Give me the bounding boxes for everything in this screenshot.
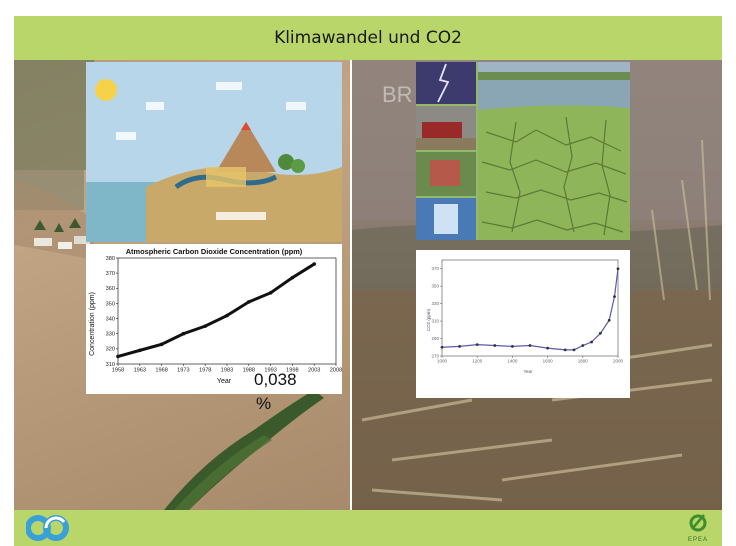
y-tick-label: 380 — [106, 256, 115, 262]
sun-icon — [95, 79, 117, 101]
weather-collage — [416, 62, 630, 240]
x-tick-label: 1998 — [286, 368, 298, 374]
data-point — [203, 324, 207, 328]
co2-percentage-value: 0,038 — [254, 370, 297, 389]
slide-title: Klimawandel und CO2 — [274, 28, 462, 48]
series-line — [441, 268, 619, 351]
data-point — [181, 331, 186, 336]
bottom-bar: EPEA — [14, 510, 722, 546]
x-tick-label: 1978 — [199, 368, 211, 374]
y-tick-label: 320 — [106, 347, 115, 353]
y-tick-label: 310 — [431, 319, 439, 324]
y-tick-label: 330 — [106, 332, 115, 338]
plot-frame — [441, 259, 619, 357]
data-point — [528, 344, 532, 347]
data-point — [613, 295, 616, 299]
x-tick-label: 2000 — [613, 359, 624, 364]
x-tick-label: 1963 — [134, 368, 146, 374]
data-point — [616, 267, 620, 271]
data-point — [511, 345, 514, 348]
y-tick-label: 310 — [106, 362, 115, 368]
x-tick-label: 1968 — [155, 368, 167, 374]
data-point — [607, 318, 611, 322]
data-point — [546, 346, 549, 350]
data-point — [159, 342, 164, 347]
x-tick-label: 1993 — [264, 368, 276, 374]
x-tick-label: 1600 — [543, 359, 554, 364]
historical-co2-panel: CO2 (ppm) Year 1000 1200 1400 1600 1800 2000 2… — [416, 250, 630, 398]
historical-co2-chart: CO2 (ppm) Year 1000 1200 1400 1600 1800 2000 2… — [426, 259, 624, 374]
data-point — [138, 348, 142, 353]
x-axis-label: Year — [217, 378, 232, 385]
data-point — [581, 344, 585, 347]
data-point — [440, 345, 444, 349]
y-tick-label: 370 — [431, 266, 439, 271]
data-point — [458, 345, 461, 348]
x-tick-label: 1958 — [112, 368, 124, 374]
data-point — [475, 343, 479, 347]
x-tick-label: 1200 — [472, 359, 483, 364]
x-tick-label: 2008 — [330, 368, 342, 374]
weather-collage-graphic — [416, 62, 630, 240]
data-point — [493, 344, 497, 347]
x-tick-label: 1800 — [578, 359, 589, 364]
flood-scene — [14, 60, 324, 510]
data-point — [563, 348, 567, 352]
x-tick-label: 2003 — [308, 368, 320, 374]
y-tick-label: 350 — [431, 284, 439, 289]
co2-percentage: 0,038 — [254, 370, 297, 390]
y-tick-label: 360 — [106, 286, 115, 292]
y-tick-label: 270 — [431, 354, 439, 359]
watermark-logo: BR — [382, 82, 413, 107]
y-tick-label: 370 — [106, 271, 115, 277]
data-point — [312, 262, 316, 266]
data-point — [268, 291, 273, 295]
y-axis-label: Concentration (ppm) — [89, 292, 96, 356]
data-point — [599, 331, 602, 335]
epea-logo: EPEA — [686, 512, 710, 544]
co2-percentage-unit: % — [256, 394, 272, 413]
data-point — [572, 348, 576, 352]
epea-logo-icon — [689, 514, 707, 532]
epea-logo-text: EPEA — [687, 537, 708, 543]
y-tick-label: 330 — [431, 301, 439, 306]
climate-diagram — [86, 62, 342, 242]
y-axis-label-2: CO2 (ppm) — [426, 308, 431, 331]
data-point — [225, 313, 229, 318]
keeling-chart: Atmospheric Carbon Dioxide Concentration… — [89, 247, 342, 385]
series-line — [117, 262, 315, 358]
y-tick-label: 350 — [106, 301, 115, 307]
x-tick-label: 1988 — [243, 368, 255, 374]
data-point — [590, 340, 593, 344]
title-bar: Klimawandel und CO2 — [14, 16, 722, 60]
x-axis-label-2: Year — [523, 369, 533, 374]
x-tick-label: 1973 — [177, 368, 189, 374]
x-tick-label: 1400 — [507, 359, 518, 364]
chart-title: Atmospheric Carbon Dioxide Concentration… — [126, 247, 303, 256]
y-tick-label: 340 — [106, 316, 115, 322]
data-point — [247, 300, 251, 304]
data-point — [290, 275, 295, 280]
keeling-chart-panel: Atmospheric Carbon Dioxide Concentration… — [86, 244, 342, 394]
x-tick-label: 1983 — [221, 368, 233, 374]
climate-diagram-graphic — [86, 62, 342, 242]
x-tick-label: 1000 — [437, 359, 448, 364]
data-point — [116, 354, 120, 359]
lightning-icon — [437, 63, 450, 103]
company-logo-icon — [26, 515, 69, 541]
y-tick-label: 290 — [431, 336, 439, 341]
